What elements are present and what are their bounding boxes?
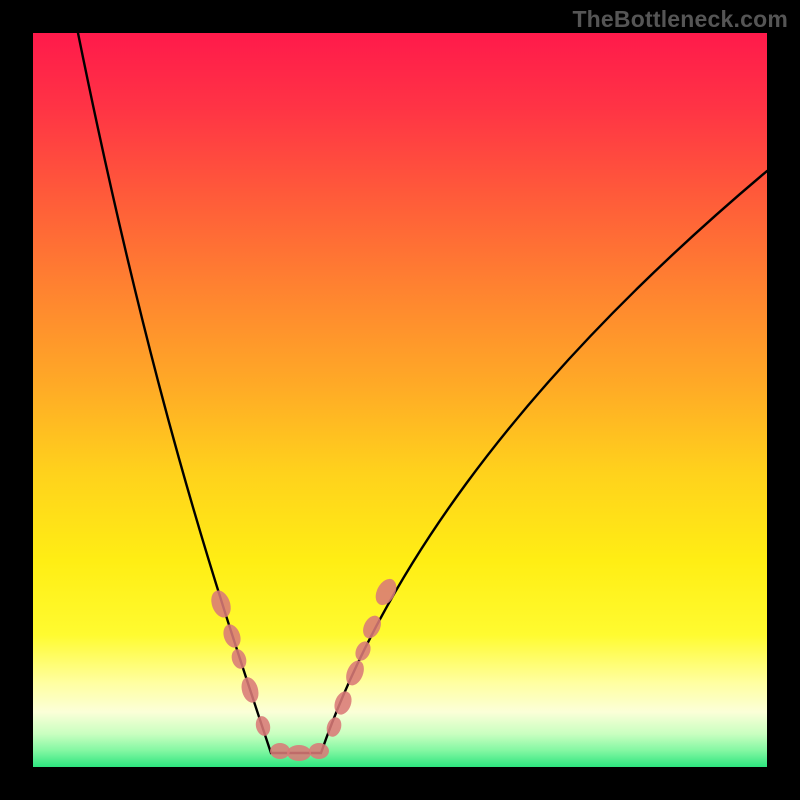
gradient-background [33, 33, 767, 767]
curve-bead [270, 743, 290, 759]
v-curve-chart [33, 33, 767, 767]
curve-bead [309, 743, 329, 759]
chart-frame: TheBottleneck.com [0, 0, 800, 800]
watermark-text: TheBottleneck.com [572, 6, 788, 33]
curve-bead [287, 745, 311, 761]
